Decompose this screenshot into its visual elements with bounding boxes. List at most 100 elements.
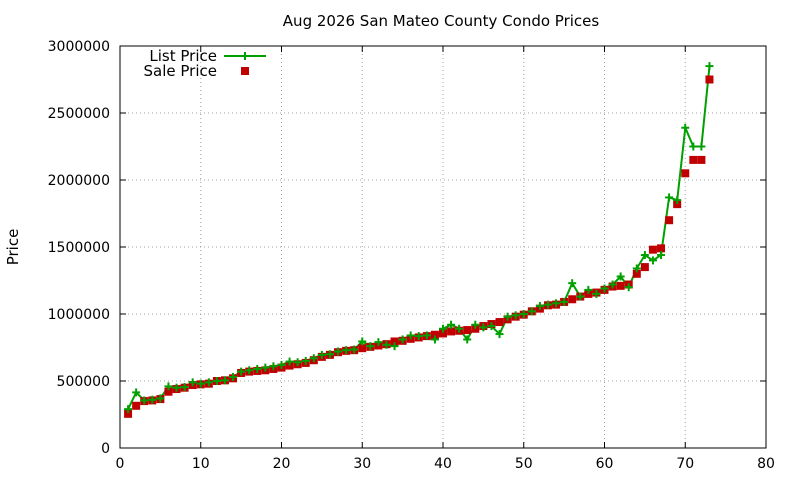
sale-price-point bbox=[463, 326, 472, 335]
x-tick-label: 20 bbox=[273, 456, 291, 472]
list-price-point bbox=[632, 264, 641, 273]
sale-price-point bbox=[689, 155, 698, 164]
list-price-point bbox=[342, 346, 351, 355]
list-price-point bbox=[253, 364, 262, 373]
sale-price-point bbox=[657, 244, 666, 253]
list-price-point bbox=[398, 335, 407, 344]
x-tick-label: 80 bbox=[757, 456, 775, 472]
sale-price-point bbox=[495, 318, 504, 327]
list-price-point bbox=[350, 345, 359, 354]
list-price-point bbox=[382, 340, 391, 349]
sale-price-point bbox=[705, 75, 714, 84]
sale-price-point bbox=[439, 329, 447, 338]
list-price-point bbox=[430, 335, 439, 344]
list-price-point bbox=[697, 142, 706, 151]
sale-price-point bbox=[430, 330, 439, 339]
sale-price-point bbox=[673, 200, 682, 209]
list-price-point bbox=[374, 338, 383, 347]
sale-price-point bbox=[471, 324, 480, 333]
y-tick-label: 3000000 bbox=[48, 39, 110, 55]
list-price-point bbox=[325, 350, 334, 359]
list-price-point bbox=[164, 382, 173, 391]
list-price-point bbox=[640, 251, 649, 260]
list-price-point bbox=[229, 372, 238, 381]
list-price-point bbox=[132, 388, 141, 397]
list-price-point bbox=[471, 320, 480, 329]
legend-label-sale-price: Sale Price bbox=[144, 62, 217, 80]
list-price-point bbox=[172, 383, 181, 392]
sale-price-point bbox=[132, 401, 141, 410]
list-price-point bbox=[237, 367, 246, 376]
list-price-point bbox=[511, 311, 520, 320]
list-price-point bbox=[422, 331, 431, 340]
list-price-point bbox=[148, 395, 157, 404]
list-price-point bbox=[592, 289, 601, 298]
x-tick-label: 70 bbox=[676, 456, 694, 472]
sale-price-point bbox=[164, 387, 173, 396]
list-price-point bbox=[584, 285, 593, 294]
x-tick-label: 50 bbox=[515, 456, 533, 472]
sale-price-point bbox=[447, 327, 456, 336]
sale-price-point bbox=[681, 169, 690, 178]
list-price-point bbox=[204, 378, 213, 387]
list-price-point bbox=[624, 283, 633, 292]
list-price-point bbox=[245, 366, 254, 375]
list-price-point bbox=[261, 363, 270, 372]
list-price-point bbox=[463, 335, 472, 344]
list-price-point bbox=[543, 300, 552, 309]
list-price-point bbox=[269, 362, 278, 371]
list-price-point bbox=[665, 193, 674, 202]
sale-price-point bbox=[697, 155, 706, 164]
list-price-point bbox=[366, 342, 375, 351]
x-tick-label: 60 bbox=[596, 456, 614, 472]
list-price-point bbox=[406, 331, 415, 340]
legend-sample-sale-price bbox=[241, 67, 249, 75]
list-price-point bbox=[519, 310, 528, 318]
list-price-point bbox=[140, 396, 149, 405]
list-price-point bbox=[196, 379, 205, 388]
legend: List Price Sale Price bbox=[144, 47, 266, 80]
x-tick-label: 0 bbox=[116, 456, 125, 472]
sale-price-point bbox=[632, 269, 641, 278]
list-price-point bbox=[220, 376, 229, 385]
chart-title: Aug 2026 San Mateo County Condo Prices bbox=[283, 12, 600, 30]
y-tick-label: 2000000 bbox=[48, 173, 110, 189]
x-tick-label: 10 bbox=[192, 456, 210, 472]
list-price-point bbox=[455, 324, 464, 333]
axis-ticks bbox=[119, 45, 767, 449]
sale-price-point bbox=[584, 289, 593, 298]
list-price-point bbox=[535, 301, 544, 310]
list-price-point bbox=[495, 330, 504, 339]
list-price-point bbox=[705, 62, 714, 71]
legend-label-list-price: List Price bbox=[149, 47, 217, 65]
series-layer bbox=[124, 62, 714, 418]
list-price-point bbox=[648, 256, 657, 265]
sale-price-point bbox=[648, 245, 657, 254]
sale-price-point bbox=[285, 361, 294, 370]
plot-frame bbox=[119, 45, 767, 449]
y-tick-label: 1000000 bbox=[48, 307, 110, 323]
list-price-point bbox=[293, 358, 302, 367]
list-price-point bbox=[568, 279, 577, 288]
list-price-point bbox=[616, 272, 625, 281]
list-price-point bbox=[681, 123, 690, 132]
list-price-point bbox=[414, 332, 423, 341]
grid bbox=[120, 46, 766, 448]
list-price-point bbox=[487, 322, 496, 331]
list-price-point bbox=[301, 356, 310, 365]
list-price-point bbox=[180, 383, 189, 392]
list-price-point bbox=[673, 196, 682, 205]
sale-price-point bbox=[390, 337, 399, 346]
list-price-point bbox=[390, 342, 399, 351]
sale-price-point bbox=[665, 216, 674, 225]
y-axis-label: Price bbox=[4, 229, 22, 266]
sale-price-point bbox=[124, 409, 133, 418]
sale-price-point bbox=[358, 344, 367, 353]
list-price-point bbox=[188, 378, 197, 387]
list-price-point bbox=[560, 297, 569, 306]
sale-price-point bbox=[640, 263, 649, 272]
list-price-point bbox=[503, 312, 512, 321]
tick-labels: 0 10 20 30 40 50 60 70 80 0 500000 1000000 1500000 20… bbox=[48, 39, 775, 472]
list-price-point bbox=[309, 354, 318, 363]
